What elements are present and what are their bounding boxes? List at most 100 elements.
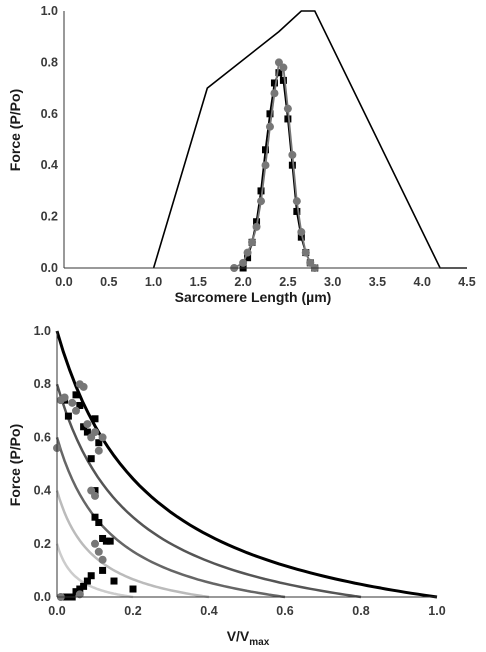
circle-marker bbox=[68, 398, 77, 407]
circle-marker bbox=[94, 547, 103, 556]
square-marker bbox=[83, 428, 91, 436]
y-tick-label: 0.6 bbox=[34, 430, 51, 444]
x-axis-label: V/Vmax bbox=[227, 628, 270, 648]
y-axis-label: Force (P/Po) bbox=[7, 89, 23, 171]
circle-marker bbox=[292, 197, 301, 206]
circle-marker bbox=[301, 248, 310, 257]
y-tick-label: 0.0 bbox=[41, 261, 58, 275]
series-line bbox=[152, 10, 467, 269]
y-tick-label: 0.2 bbox=[41, 210, 58, 224]
y-axis-label: Force (P/Po) bbox=[7, 424, 23, 506]
circle-marker bbox=[98, 433, 107, 442]
x-tick-label: 0.0 bbox=[55, 275, 72, 289]
square-marker bbox=[76, 401, 84, 409]
x-tick-label: 4.0 bbox=[414, 275, 431, 289]
square-marker bbox=[288, 161, 296, 169]
circle-marker bbox=[257, 197, 266, 206]
x-axis-label: Sarcomere Length (µm) bbox=[175, 289, 332, 305]
square-marker bbox=[270, 79, 278, 87]
x-tick-label: 0.2 bbox=[124, 604, 141, 618]
circle-marker bbox=[60, 393, 69, 402]
y-tick-label: 1.0 bbox=[34, 324, 51, 338]
square-marker bbox=[297, 233, 305, 241]
x-tick-label: 0.5 bbox=[100, 275, 117, 289]
circle-marker bbox=[239, 258, 248, 267]
square-marker bbox=[72, 391, 80, 399]
length-tension-plot: 0.0 0.2 0.4 0.6 0.8 1.0 0.0 0.5 1.0 1.5 2.0 2.5 3.0… bbox=[7, 4, 476, 305]
square-marker bbox=[257, 187, 265, 195]
x-axis-label-subscript: max bbox=[249, 637, 269, 648]
square-marker bbox=[95, 439, 103, 447]
square-marker bbox=[64, 412, 72, 420]
x-tick-label: 0.8 bbox=[352, 604, 369, 618]
circle-marker bbox=[297, 228, 306, 237]
square-marker bbox=[99, 566, 107, 574]
square-marker bbox=[83, 577, 91, 585]
square-marker bbox=[80, 582, 88, 590]
x-tick-label: 1.0 bbox=[428, 604, 445, 618]
x-tick-label: 0.6 bbox=[276, 604, 293, 618]
x-tick-label: 1.0 bbox=[145, 275, 162, 289]
square-marker bbox=[279, 76, 287, 84]
square-marker bbox=[293, 207, 301, 215]
square-marker bbox=[76, 585, 84, 593]
square-marker bbox=[72, 588, 80, 596]
circle-marker bbox=[75, 590, 84, 599]
y-tick-label: 0.8 bbox=[34, 377, 51, 391]
square-marker bbox=[102, 537, 110, 545]
circle-marker bbox=[270, 89, 279, 98]
circle-marker bbox=[288, 150, 297, 159]
square-marker bbox=[284, 115, 292, 123]
square-marker bbox=[91, 513, 99, 521]
y-tick-label: 0.8 bbox=[41, 55, 58, 69]
x-axis-label-main: V/V bbox=[227, 628, 250, 644]
y-tick-label: 0.4 bbox=[34, 484, 51, 498]
circle-marker bbox=[279, 63, 288, 72]
y-tick-label: 0.4 bbox=[41, 158, 58, 172]
square-marker bbox=[80, 423, 88, 431]
square-marker bbox=[244, 254, 252, 262]
square-marker bbox=[99, 534, 107, 542]
circle-marker bbox=[72, 406, 80, 415]
circle-marker bbox=[83, 420, 92, 429]
circle-marker bbox=[261, 161, 270, 170]
circle-marker bbox=[252, 222, 261, 231]
square-marker bbox=[262, 146, 269, 154]
y-tick-label: 0.0 bbox=[34, 590, 51, 604]
x-tick-label: 0.4 bbox=[200, 604, 217, 618]
hill-curve bbox=[55, 330, 438, 599]
square-marker bbox=[91, 415, 99, 423]
hill-curve bbox=[55, 543, 134, 599]
x-tick-label: 1.5 bbox=[190, 275, 207, 289]
circle-marker bbox=[98, 555, 107, 564]
circle-marker bbox=[94, 446, 103, 455]
square-marker bbox=[87, 455, 95, 463]
y-tick-label: 0.6 bbox=[41, 107, 58, 121]
circle-marker bbox=[79, 382, 88, 391]
circle-marker bbox=[91, 539, 99, 548]
circle-marker bbox=[248, 238, 257, 247]
x-tick-label: 4.5 bbox=[458, 275, 475, 289]
circle-marker bbox=[283, 104, 292, 113]
circle-marker bbox=[91, 491, 99, 500]
circle-marker bbox=[91, 428, 99, 437]
circle-marker bbox=[243, 248, 252, 257]
x-tick-label: 2.0 bbox=[234, 275, 251, 289]
force-velocity-plot: 0.0 0.2 0.4 0.6 0.8 1.0 0.0 0.2 0.4 0.6 0.8 1.0 V/… bbox=[7, 324, 446, 648]
hill-curve bbox=[55, 490, 210, 599]
square-marker bbox=[95, 519, 103, 527]
x-tick-label: 3.0 bbox=[324, 275, 341, 289]
x-tick-label: 0.0 bbox=[48, 604, 65, 618]
y-tick-label: 1.0 bbox=[41, 4, 58, 18]
circle-marker bbox=[265, 122, 274, 131]
square-marker bbox=[87, 572, 95, 580]
square-marker bbox=[266, 110, 274, 118]
hill-curve bbox=[55, 383, 362, 599]
square-marker bbox=[106, 537, 114, 545]
square-marker bbox=[110, 577, 118, 585]
x-tick-label: 3.5 bbox=[369, 275, 386, 289]
y-tick-label: 0.2 bbox=[34, 537, 51, 551]
x-tick-label: 2.5 bbox=[279, 275, 296, 289]
square-marker bbox=[129, 585, 137, 593]
